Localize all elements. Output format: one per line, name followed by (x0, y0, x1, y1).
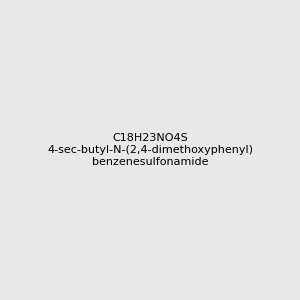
Text: C18H23NO4S
4-sec-butyl-N-(2,4-dimethoxyphenyl)
benzenesulfonamide: C18H23NO4S 4-sec-butyl-N-(2,4-dimethoxyp… (47, 134, 253, 166)
